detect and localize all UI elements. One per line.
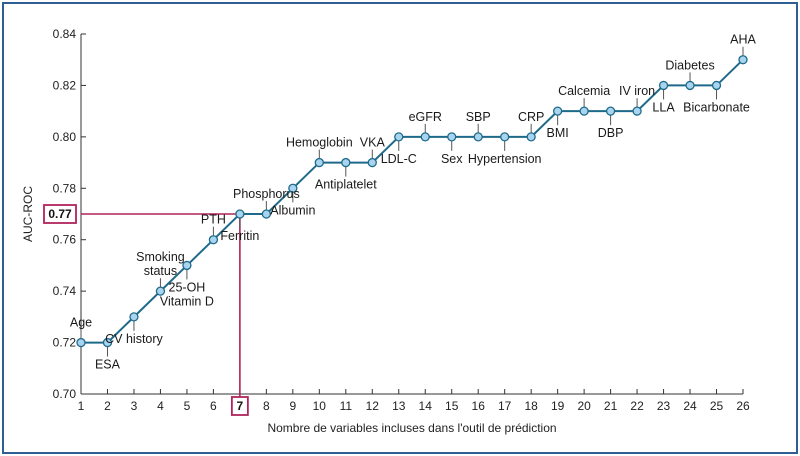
x-tick-label: 15 bbox=[445, 399, 459, 413]
y-tick-label: 0.74 bbox=[53, 284, 77, 298]
data-point bbox=[500, 132, 510, 142]
annotation-leaders bbox=[80, 46, 744, 357]
annotation-label: IV iron bbox=[619, 84, 655, 98]
annotation-label: AHA bbox=[730, 33, 756, 47]
annotation-label: SBP bbox=[466, 110, 491, 124]
annotation-label: DBP bbox=[598, 126, 624, 140]
data-point bbox=[208, 235, 219, 245]
highlight-x-box bbox=[230, 396, 249, 416]
annotation-label: Ferritin bbox=[220, 229, 259, 243]
data-point bbox=[394, 132, 404, 142]
series-layer bbox=[76, 55, 748, 348]
data-point bbox=[261, 209, 272, 219]
x-tick-label: 21 bbox=[604, 399, 618, 413]
data-point bbox=[579, 106, 589, 116]
x-tick-label: 18 bbox=[524, 399, 538, 413]
data-point bbox=[129, 312, 139, 322]
x-tick-label: 5 bbox=[184, 399, 191, 413]
y-axis-title: AUC-ROC bbox=[21, 186, 35, 242]
x-axis-title: Nombre de variables incluses dans l'outi… bbox=[267, 421, 556, 435]
annotation-label: CV history bbox=[105, 332, 163, 346]
x-tick-label: 25 bbox=[710, 399, 724, 413]
x-tick-label: 24 bbox=[683, 399, 697, 413]
x-tick-label: 14 bbox=[419, 399, 433, 413]
highlight-guides: 0.77 7 bbox=[43, 204, 249, 416]
x-tick-label: 11 bbox=[340, 399, 353, 413]
x-tick-label: 17 bbox=[498, 399, 512, 413]
data-point bbox=[526, 132, 536, 142]
x-tick-label: 3 bbox=[131, 399, 138, 413]
x-tick-label: 2 bbox=[104, 399, 111, 413]
annotation-label: VKA bbox=[360, 136, 386, 150]
annotation-label: Calcemia bbox=[558, 84, 610, 98]
data-point bbox=[685, 80, 695, 91]
annotation-label: LDL-C bbox=[381, 152, 417, 166]
data-point bbox=[447, 132, 457, 142]
x-tick-label: 26 bbox=[736, 399, 750, 413]
data-point bbox=[235, 209, 245, 219]
x-tick-label: 9 bbox=[289, 399, 296, 413]
x-tick-label: 12 bbox=[366, 399, 380, 413]
data-point bbox=[473, 132, 483, 142]
x-tick-label: 8 bbox=[263, 399, 270, 413]
annotation-label: ESA bbox=[95, 358, 121, 372]
annotation-label: Age bbox=[70, 316, 92, 330]
x-tick-label: 6 bbox=[210, 399, 217, 413]
annotation-label: Diabetes bbox=[665, 58, 714, 72]
data-point bbox=[367, 157, 377, 168]
highlight-y-box bbox=[43, 204, 77, 224]
annotation-label: Phosphorus bbox=[233, 187, 300, 201]
y-tick-label: 0.84 bbox=[53, 27, 77, 41]
data-point bbox=[420, 132, 430, 142]
data-point bbox=[552, 106, 563, 116]
annotation-label: Sex bbox=[441, 152, 463, 166]
x-tick-label: 16 bbox=[472, 399, 486, 413]
annotation-label: LLA bbox=[652, 100, 675, 114]
highlight-y-value: 0.77 bbox=[48, 207, 72, 221]
highlight-x-value: 7 bbox=[237, 399, 244, 413]
data-point bbox=[632, 106, 642, 116]
annotation-label: Albumin bbox=[270, 203, 315, 217]
annotation-label: Hypertension bbox=[468, 152, 542, 166]
x-tick-label: 13 bbox=[392, 399, 406, 413]
x-tick-label: 10 bbox=[313, 399, 327, 413]
data-point bbox=[102, 337, 113, 348]
data-point bbox=[738, 55, 748, 65]
data-point bbox=[76, 337, 86, 348]
data-point bbox=[155, 286, 166, 296]
annotation-label: BMI bbox=[547, 126, 569, 140]
data-point bbox=[288, 183, 298, 193]
y-tick-label: 0.80 bbox=[53, 130, 77, 144]
data-point bbox=[711, 80, 722, 91]
x-tick-label: 20 bbox=[577, 399, 591, 413]
annotation-label: Smoking bbox=[136, 250, 185, 264]
annotation-label: Hemoglobin bbox=[286, 136, 353, 150]
data-point bbox=[314, 157, 324, 168]
annotation-label: Bicarbonate bbox=[683, 100, 750, 114]
y-tick-label: 0.78 bbox=[53, 181, 77, 195]
annotation-label: PTH bbox=[201, 213, 226, 227]
y-tick-label: 0.76 bbox=[53, 233, 77, 247]
annotation-label: 25-OH bbox=[169, 280, 206, 294]
x-tick-label: 22 bbox=[630, 399, 644, 413]
x-tick-label: 23 bbox=[657, 399, 671, 413]
x-tick-label: 4 bbox=[157, 399, 164, 413]
annotation-label: Antiplatelet bbox=[315, 178, 377, 192]
data-point bbox=[658, 80, 669, 91]
data-point bbox=[605, 106, 616, 116]
y-tick-label: 0.70 bbox=[53, 387, 77, 401]
annotation-label: Vitamin D bbox=[160, 294, 214, 308]
x-tick-label: 1 bbox=[78, 399, 85, 413]
annotation-label: CRP bbox=[518, 110, 544, 124]
annotation-label: eGFR bbox=[409, 110, 442, 124]
y-tick-label: 0.82 bbox=[53, 78, 77, 92]
x-tick-label: 19 bbox=[551, 399, 565, 413]
y-tick-label: 0.72 bbox=[53, 336, 77, 350]
data-point bbox=[341, 157, 351, 168]
data-point bbox=[182, 260, 192, 271]
annotation-label: status bbox=[144, 264, 177, 278]
